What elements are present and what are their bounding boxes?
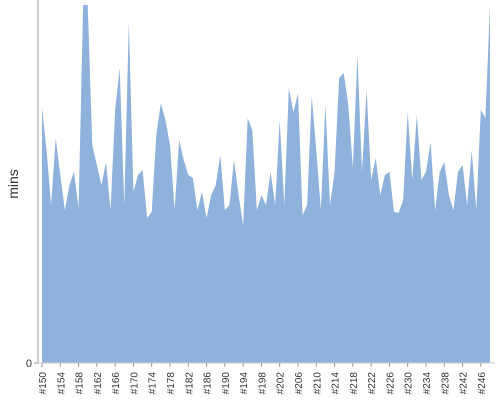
x-tick-label: #242 xyxy=(459,372,470,395)
x-tick-label: #158 xyxy=(75,372,86,395)
x-tick-label: #226 xyxy=(385,372,396,395)
x-tick-label: #150 xyxy=(38,372,49,395)
y-tick-label: 0 xyxy=(26,358,32,370)
x-tick-label: #214 xyxy=(331,372,342,395)
x-tick-label: #162 xyxy=(93,372,104,395)
x-tick-label: #154 xyxy=(56,372,67,395)
x-tick-label: #166 xyxy=(111,372,122,395)
x-tick-label: #202 xyxy=(276,372,287,395)
x-tick-label: #186 xyxy=(203,372,214,395)
x-tick-label: #190 xyxy=(221,372,232,395)
x-tick-label: #210 xyxy=(312,372,323,395)
x-tick-label: #182 xyxy=(184,372,195,395)
x-tick-label: #170 xyxy=(129,372,140,395)
x-tick-label: #174 xyxy=(148,372,159,395)
x-tick-label: #178 xyxy=(166,372,177,395)
x-tick-label: #194 xyxy=(239,372,250,395)
area xyxy=(42,5,490,363)
x-tick-label: #206 xyxy=(294,372,305,395)
x-tick-label: #222 xyxy=(367,372,378,395)
x-tick-label: #234 xyxy=(422,372,433,395)
x-tick-label: #198 xyxy=(257,372,268,395)
y-axis-label: mins xyxy=(5,169,21,199)
x-tick-label: #218 xyxy=(349,372,360,395)
x-tick-label: #238 xyxy=(440,372,451,395)
x-tick-label: #246 xyxy=(477,372,488,395)
x-tick-label: #230 xyxy=(404,372,415,395)
